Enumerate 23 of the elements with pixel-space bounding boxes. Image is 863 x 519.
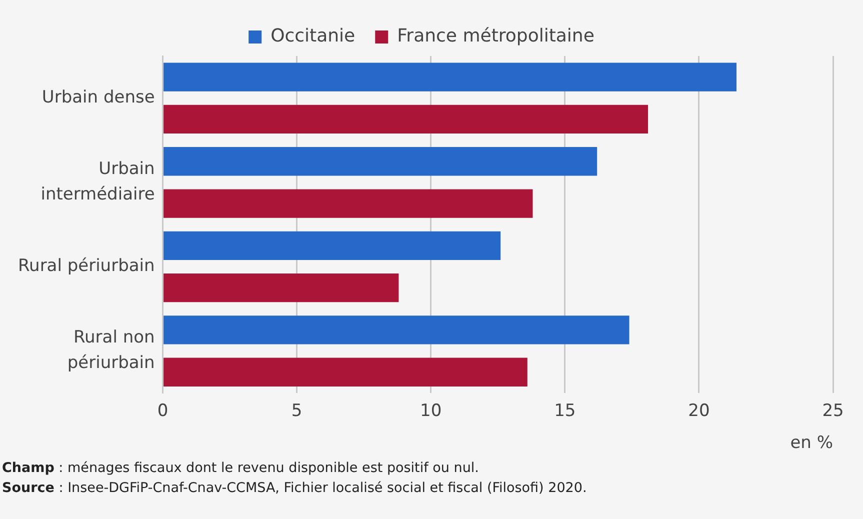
x-tick-label: 5 xyxy=(291,400,302,421)
bar xyxy=(164,62,736,92)
legend-label: Occitanie xyxy=(270,26,356,47)
x-tick-label: 25 xyxy=(822,400,844,421)
bar xyxy=(164,358,528,386)
bar xyxy=(164,316,630,344)
y-tick-label: Rural non périurbain xyxy=(67,328,155,374)
legend-label: France métropolitaine xyxy=(397,26,594,47)
bar xyxy=(164,147,598,176)
bar xyxy=(164,231,501,260)
y-tick-label: Urbain dense xyxy=(42,88,155,108)
bar xyxy=(164,189,533,218)
bar xyxy=(164,104,648,134)
x-tick-label: 15 xyxy=(554,400,576,421)
x-tick-label: 20 xyxy=(688,400,710,421)
x-tick-label: 0 xyxy=(157,400,168,421)
y-tick-label: Rural périurbain xyxy=(18,256,155,276)
x-axis-title: en % xyxy=(790,433,833,454)
source-note: Source : Insee-DGFiP-Cnaf-Cnav-CCMSA, Fichier localisé social et fiscal (Filosofi) 2020. xyxy=(2,480,587,496)
bar xyxy=(164,273,399,302)
x-tick-label: 10 xyxy=(420,400,442,421)
y-tick-label: Urbain intermédiaire xyxy=(40,159,155,205)
text: Champ : ménages fiscaux dont le revenu disponible est positif ou nul. xyxy=(2,460,479,476)
